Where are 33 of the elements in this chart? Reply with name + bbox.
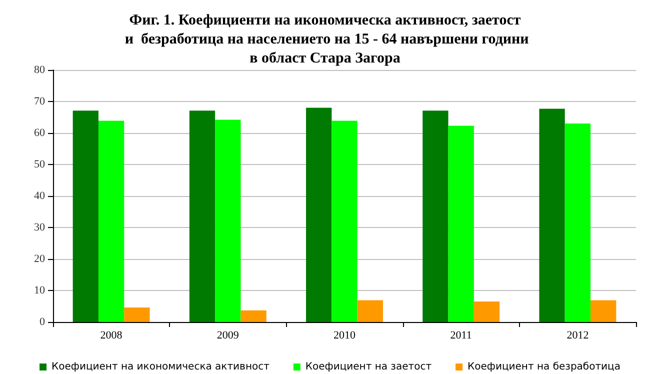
legend-label: Коефициент на икономическа активност bbox=[52, 362, 270, 372]
y-tick-label: 20 bbox=[34, 253, 46, 265]
bar bbox=[590, 300, 616, 322]
bar bbox=[448, 126, 474, 322]
bar bbox=[422, 110, 448, 322]
x-tick-label: 2010 bbox=[334, 330, 356, 342]
bar bbox=[357, 300, 383, 322]
y-tick-label: 30 bbox=[34, 222, 46, 234]
x-tick-label: 2012 bbox=[566, 330, 589, 342]
chart-title: Фиг. 1. Коефициенти на икономическа активност, заетост и безработица на населението на 15 - 64 навършени години в област Стара Загора bbox=[121, 12, 530, 66]
legend-label: Коефициент на безработица bbox=[468, 362, 620, 372]
bar bbox=[240, 310, 266, 322]
y-tick-label: 70 bbox=[34, 96, 46, 108]
y-tick-label: 10 bbox=[34, 284, 46, 296]
x-tick-label: 2011 bbox=[450, 330, 472, 342]
bar bbox=[189, 110, 216, 322]
x-tick-label: 2009 bbox=[216, 330, 240, 342]
bar bbox=[215, 120, 241, 322]
bar bbox=[539, 108, 565, 322]
bar bbox=[306, 108, 332, 322]
y-tick-label: 40 bbox=[34, 190, 46, 202]
bar bbox=[98, 120, 124, 322]
bar bbox=[474, 302, 500, 322]
y-tick-label: 0 bbox=[40, 316, 46, 328]
bar bbox=[72, 110, 98, 322]
legend-label: Коефициент на заетост bbox=[305, 362, 432, 372]
bar bbox=[332, 120, 358, 322]
y-tick-label: 60 bbox=[34, 127, 46, 139]
y-tick-label: 50 bbox=[34, 158, 46, 170]
x-tick-label: 2008 bbox=[100, 330, 123, 342]
y-tick-label: 80 bbox=[34, 64, 46, 76]
bar bbox=[124, 308, 150, 322]
bar bbox=[564, 124, 591, 322]
